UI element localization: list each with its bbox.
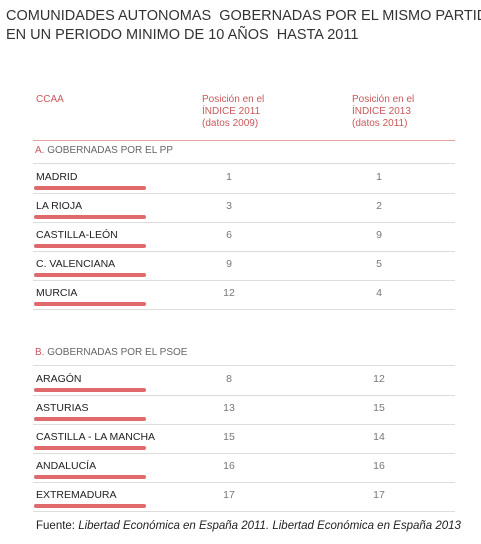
rank-2013: 5 xyxy=(376,258,382,270)
rank-2013: 14 xyxy=(373,431,385,443)
region: ARAGÓN xyxy=(36,373,82,385)
row-rule xyxy=(33,163,455,164)
row-rule xyxy=(33,365,455,366)
section-letter: B. xyxy=(35,347,45,358)
rank-2013: 17 xyxy=(373,489,385,501)
region: ASTURIAS xyxy=(36,402,89,414)
row-rule xyxy=(33,280,455,281)
underline xyxy=(34,186,146,190)
region: EXTREMADURA xyxy=(36,489,117,501)
row-rule xyxy=(33,193,455,194)
rank-2011: 8 xyxy=(226,373,232,385)
rank-2011: 13 xyxy=(223,402,235,414)
underline xyxy=(34,504,146,508)
region: C. VALENCIANA xyxy=(36,258,116,270)
underline xyxy=(34,388,146,392)
source-label: Fuente: xyxy=(36,520,75,532)
underline xyxy=(34,244,146,248)
row-rule xyxy=(33,482,455,483)
title-line: EN UN PERIODO MINIMO DE 10 AÑOS HASTA 20… xyxy=(6,27,359,43)
rank-2013: 16 xyxy=(373,460,385,472)
header-cell: Posición en el xyxy=(202,94,265,105)
underline xyxy=(34,215,146,219)
header-cell: ÍNDICE 2013 xyxy=(352,106,411,117)
rank-2011: 3 xyxy=(226,200,232,212)
rank-2013: 12 xyxy=(373,373,385,385)
section-label: B. GOBERNADAS POR EL PSOE xyxy=(35,347,187,358)
underline xyxy=(34,475,146,479)
row-rule xyxy=(33,424,455,425)
row-rule xyxy=(33,395,455,396)
rank-2013: 4 xyxy=(376,287,382,299)
rank-2011: 12 xyxy=(223,287,235,299)
region: MURCIA xyxy=(36,287,78,299)
underline xyxy=(34,302,146,306)
region: MADRID xyxy=(36,171,78,183)
row-rule xyxy=(33,222,455,223)
rank-2011: 15 xyxy=(223,431,235,443)
row-rule xyxy=(33,309,455,310)
header-rule xyxy=(33,140,455,141)
section-letter: A. xyxy=(35,145,45,156)
title-line: COMUNIDADES AUTONOMAS GOBERNADAS POR EL … xyxy=(6,8,481,24)
region: CASTILLA-LEÓN xyxy=(36,229,118,241)
rank-2011: 1 xyxy=(226,171,232,183)
rank-2013: 15 xyxy=(373,402,385,414)
rank-2011: 17 xyxy=(223,489,235,501)
rank-2011: 6 xyxy=(226,229,232,241)
rank-2011: 16 xyxy=(223,460,235,472)
row-rule xyxy=(33,511,455,512)
rank-2013: 1 xyxy=(376,171,382,183)
row-rule xyxy=(33,251,455,252)
section-label: A. GOBERNADAS POR EL PP xyxy=(35,145,173,156)
header-cell: (datos 2009) xyxy=(202,118,259,129)
header-cell: Posición en el xyxy=(352,94,415,105)
source: Fuente: Libertad Económica en España 201… xyxy=(36,520,461,532)
header-cell: CCAA xyxy=(36,94,64,105)
underline xyxy=(34,417,146,421)
underline xyxy=(34,273,146,277)
underline xyxy=(34,446,146,450)
row-rule xyxy=(33,453,455,454)
header-cell: (datos 2011) xyxy=(352,118,408,129)
header-cell: ÍNDICE 2011 xyxy=(202,106,261,117)
source-text: Libertad Económica en España 2011. Liber… xyxy=(78,520,461,532)
region: LA RIOJA xyxy=(36,200,83,212)
section-text: GOBERNADAS POR EL PSOE xyxy=(47,347,188,358)
rank-2011: 9 xyxy=(226,258,232,270)
section-text: GOBERNADAS POR EL PP xyxy=(47,145,174,156)
rank-2013: 9 xyxy=(376,229,382,241)
region: ANDALUCÍA xyxy=(36,460,97,472)
rank-2013: 2 xyxy=(376,200,382,212)
region: CASTILLA - LA MANCHA xyxy=(36,431,156,443)
